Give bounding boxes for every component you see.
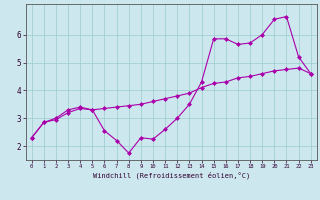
X-axis label: Windchill (Refroidissement éolien,°C): Windchill (Refroidissement éolien,°C) xyxy=(92,172,250,179)
